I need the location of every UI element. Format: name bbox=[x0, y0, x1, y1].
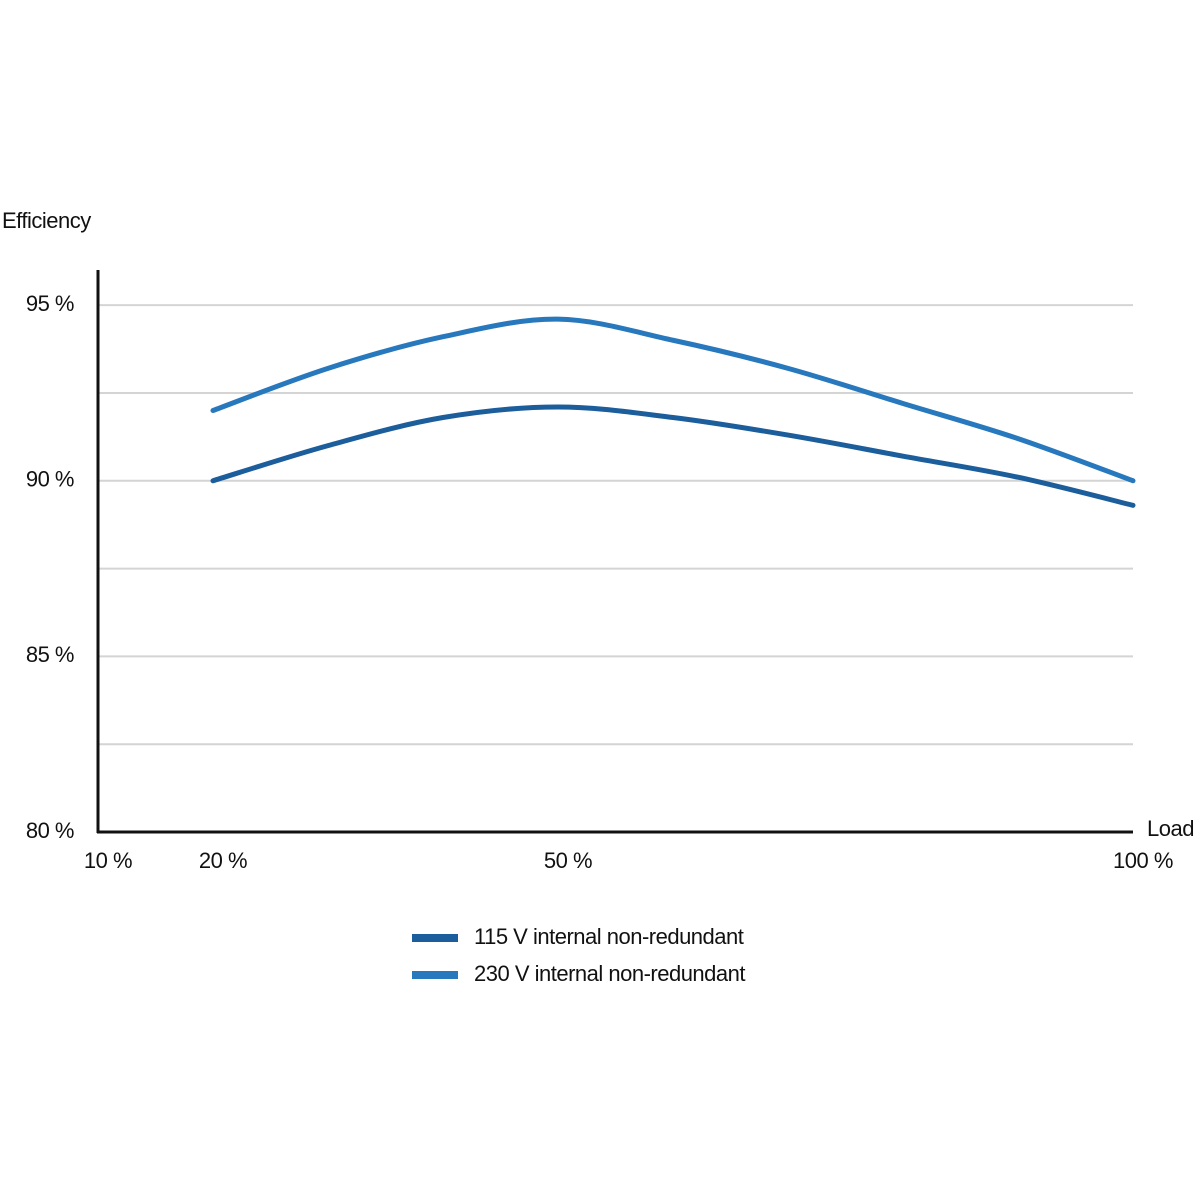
y-tick-label: 80 % bbox=[26, 818, 74, 843]
legend-swatch bbox=[412, 934, 458, 942]
legend-label: 230 V internal non-redundant bbox=[474, 961, 745, 986]
y-tick-label: 90 % bbox=[26, 467, 74, 492]
data-line bbox=[210, 404, 1136, 508]
x-axis-label: Load bbox=[1147, 816, 1194, 841]
x-tick-label: 100 % bbox=[1113, 848, 1173, 873]
y-tick-label: 85 % bbox=[26, 642, 74, 667]
legend-label: 115 V internal non-redundant bbox=[474, 924, 744, 949]
data-line bbox=[210, 316, 1136, 484]
y-tick-label: 95 % bbox=[26, 291, 74, 316]
x-tick-label: 20 % bbox=[199, 848, 247, 873]
x-tick-label: 50 % bbox=[544, 848, 592, 873]
legend-swatch bbox=[412, 971, 458, 979]
y-axis-label: Efficiency bbox=[2, 208, 91, 233]
x-tick-label: 10 % bbox=[84, 848, 132, 873]
